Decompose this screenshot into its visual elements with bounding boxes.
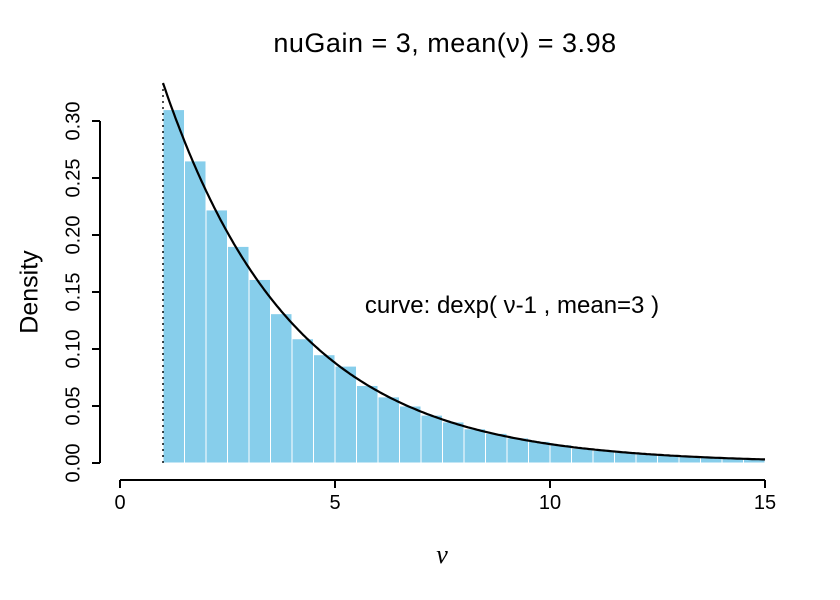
y-tick-label-010: 0.10: [62, 329, 85, 369]
y-tick-label-000: 0.00: [62, 443, 85, 483]
y-tick-label-030: 0.30: [62, 101, 85, 141]
histogram-bar: [506, 437, 529, 464]
histogram-bar: [463, 428, 486, 464]
histogram-bar: [356, 384, 379, 464]
histogram-bar: [162, 109, 185, 464]
histogram-bar: [485, 432, 508, 464]
x-tick-label-10: 10: [538, 492, 562, 514]
y-tick-label-015: 0.15: [62, 272, 85, 312]
histogram-bar: [227, 245, 250, 464]
y-tick-label-005: 0.05: [62, 386, 85, 426]
histogram-bar: [571, 447, 594, 464]
histogram-bar: [442, 421, 465, 464]
histogram-bar: [334, 365, 357, 464]
histogram-bar: [184, 160, 207, 464]
y-tick-label-020: 0.20: [62, 215, 85, 255]
chart-title: nuGain = 3, mean(ν) = 3.98: [273, 28, 617, 58]
x-tick-label-15: 15: [753, 492, 777, 514]
histogram-bar: [313, 354, 336, 464]
histogram-bar: [205, 209, 228, 464]
y-tick-label-025: 0.25: [62, 158, 85, 198]
x-tick-label-5: 5: [329, 492, 341, 514]
x-axis-label: ν: [436, 540, 448, 569]
histogram-bar: [377, 396, 400, 464]
density-curve: [161, 82, 765, 461]
y-axis-label: Density: [15, 250, 44, 334]
histogram-bar: [399, 405, 422, 464]
histogram-bar: [270, 313, 293, 464]
histogram-bar: [291, 338, 314, 464]
histogram-bar: [592, 449, 615, 464]
x-tick-label-0: 0: [114, 492, 126, 514]
curve-annotation: curve: dexp( ν-1 , mean=3 ): [364, 292, 660, 319]
histogram-bar: [420, 414, 443, 464]
histogram-bar: [248, 278, 271, 464]
